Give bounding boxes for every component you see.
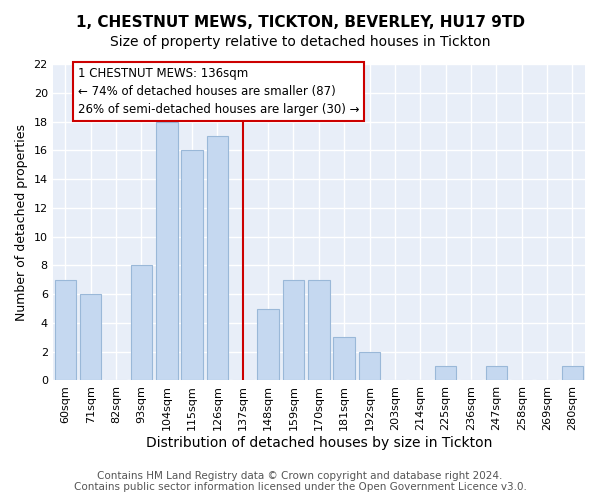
Bar xyxy=(257,308,279,380)
Bar xyxy=(181,150,203,380)
Bar xyxy=(308,280,329,380)
Bar xyxy=(156,122,178,380)
Text: Size of property relative to detached houses in Tickton: Size of property relative to detached ho… xyxy=(110,35,490,49)
Text: Contains HM Land Registry data © Crown copyright and database right 2024.
Contai: Contains HM Land Registry data © Crown c… xyxy=(74,471,526,492)
Bar xyxy=(485,366,507,380)
Bar xyxy=(55,280,76,380)
Bar xyxy=(206,136,228,380)
Bar xyxy=(359,352,380,380)
X-axis label: Distribution of detached houses by size in Tickton: Distribution of detached houses by size … xyxy=(146,436,492,450)
Bar xyxy=(283,280,304,380)
Bar xyxy=(435,366,457,380)
Text: 1 CHESTNUT MEWS: 136sqm
← 74% of detached houses are smaller (87)
26% of semi-de: 1 CHESTNUT MEWS: 136sqm ← 74% of detache… xyxy=(78,67,359,116)
Bar xyxy=(562,366,583,380)
Text: 1, CHESTNUT MEWS, TICKTON, BEVERLEY, HU17 9TD: 1, CHESTNUT MEWS, TICKTON, BEVERLEY, HU1… xyxy=(76,15,524,30)
Bar xyxy=(131,266,152,380)
Bar xyxy=(80,294,101,380)
Y-axis label: Number of detached properties: Number of detached properties xyxy=(15,124,28,320)
Bar xyxy=(334,338,355,380)
